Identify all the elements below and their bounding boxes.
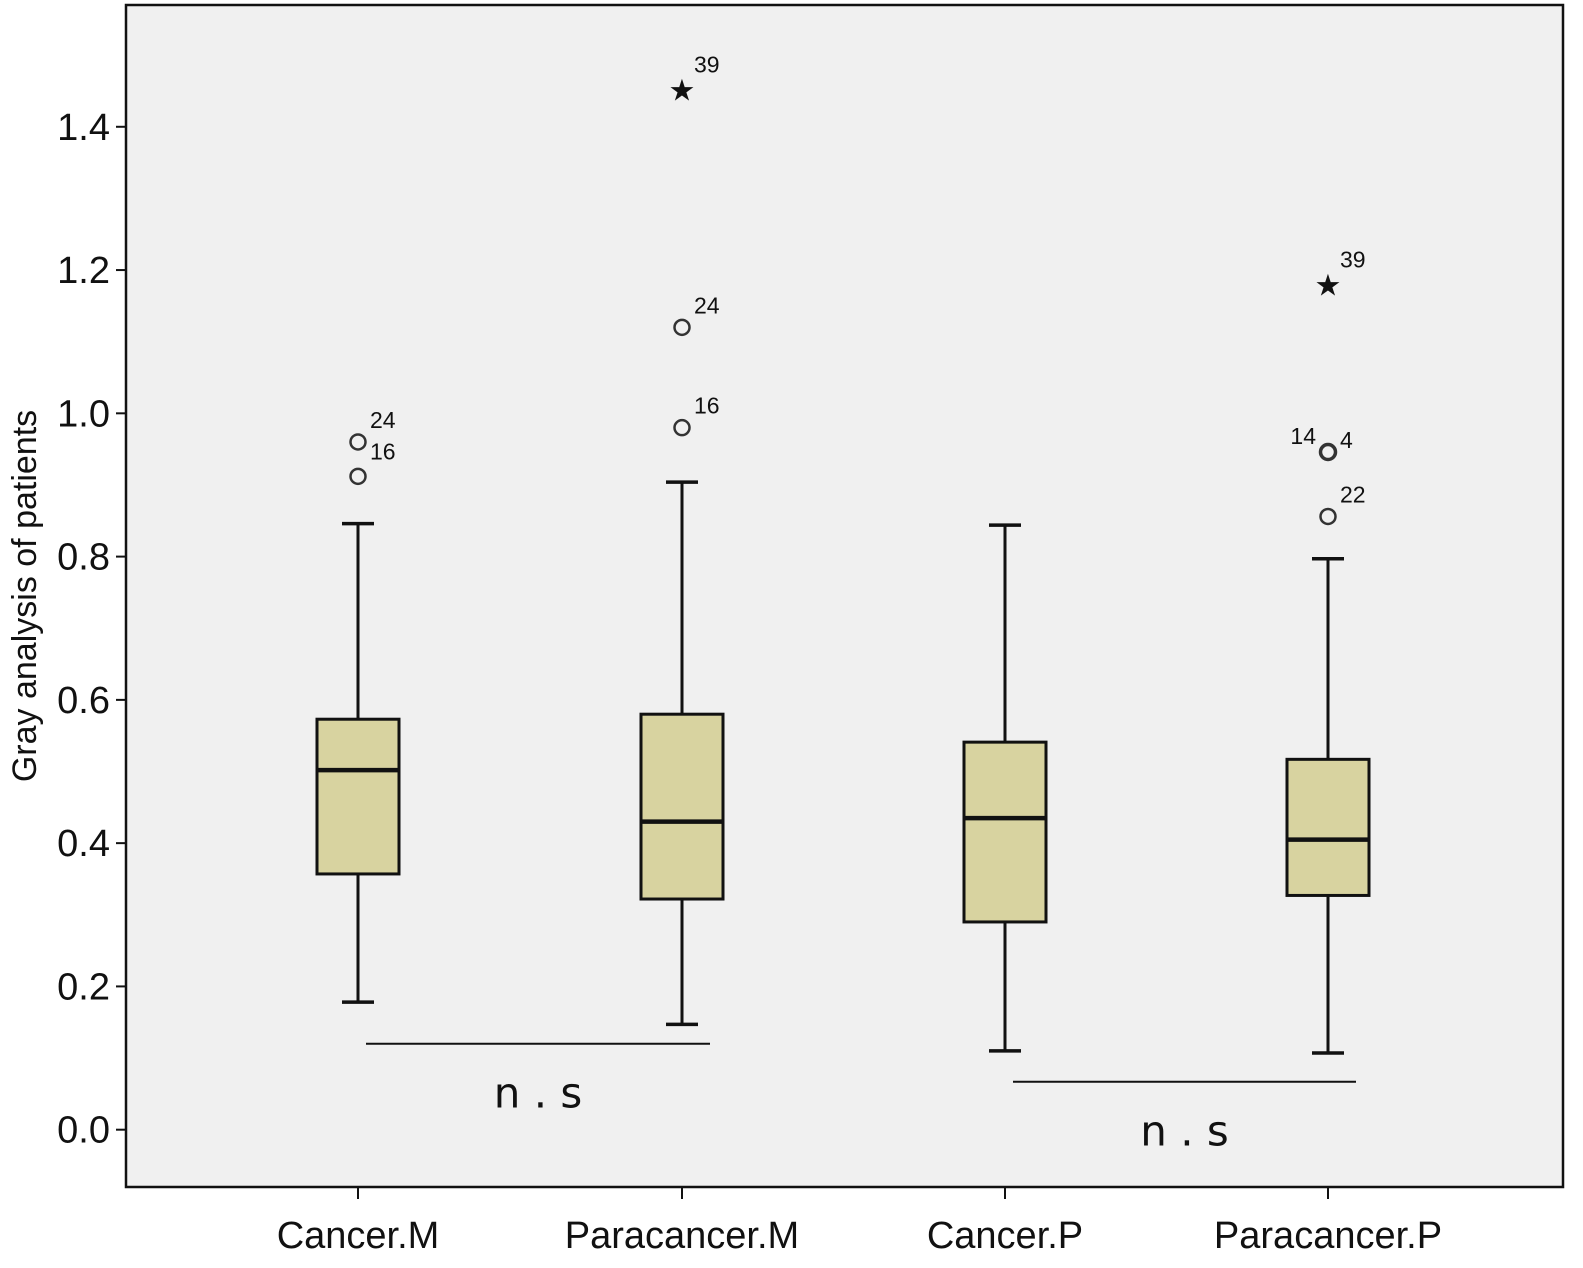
outlier-label: 24 <box>694 292 720 318</box>
outlier-circle <box>349 433 367 451</box>
x-axis: Cancer.M Paracancer.M Cancer.P Paracancer.P <box>277 1187 1442 1257</box>
y-tick-label: 1.0 <box>57 393 110 435</box>
outlier-circle <box>349 467 367 486</box>
y-axis-label: Gray analysis of patients <box>6 410 44 782</box>
outlier-label: 14 <box>1290 423 1316 449</box>
outlier-label: 24 <box>370 407 396 433</box>
outlier-label: 16 <box>694 393 720 419</box>
significance-label: n . s <box>494 1069 583 1118</box>
outlier-circle <box>1319 507 1337 526</box>
outlier-label: 4 <box>1340 427 1353 453</box>
iqr-box <box>639 712 725 901</box>
iqr-box <box>315 717 401 876</box>
y-tick-label: 1.4 <box>57 107 110 149</box>
box-paracancer-p: ★39 14 4 22 <box>1285 247 1371 1055</box>
outlier-label: 22 <box>1340 481 1366 507</box>
box-paracancer-m: ★39 24 16 <box>639 52 725 1027</box>
y-tick-label: 0.8 <box>57 537 110 579</box>
outlier-circle <box>673 318 691 337</box>
outlier-star: ★ <box>1315 269 1342 304</box>
x-category-label: Cancer.P <box>927 1215 1083 1257</box>
outlier-star: ★ <box>669 74 696 109</box>
y-tick-label: 0.0 <box>57 1110 110 1152</box>
x-category-label: Paracancer.P <box>1214 1215 1442 1257</box>
y-tick-label: 0.2 <box>57 966 110 1008</box>
x-category-label: Cancer.M <box>277 1215 440 1257</box>
outlier-label: 39 <box>694 52 720 78</box>
iqr-box <box>962 740 1048 924</box>
y-tick-label: 0.4 <box>57 823 110 865</box>
significance-label: n . s <box>1140 1107 1229 1156</box>
iqr-box <box>1285 757 1371 897</box>
y-axis: 0.0 0.2 0.4 0.6 0.8 1.0 1.2 1.4 <box>57 107 126 1152</box>
x-category-label: Paracancer.M <box>565 1215 799 1257</box>
outlier-circle <box>1318 442 1338 462</box>
outlier-label: 16 <box>370 438 396 464</box>
outlier-circle <box>673 418 691 437</box>
plot-area <box>124 3 1565 1189</box>
annotations-group: n . s n . s <box>366 1042 1356 1156</box>
outlier-label: 39 <box>1340 247 1366 273</box>
box-cancer-p <box>962 523 1048 1053</box>
y-tick-label: 0.6 <box>57 680 110 722</box>
y-tick-label: 1.2 <box>57 250 110 292</box>
